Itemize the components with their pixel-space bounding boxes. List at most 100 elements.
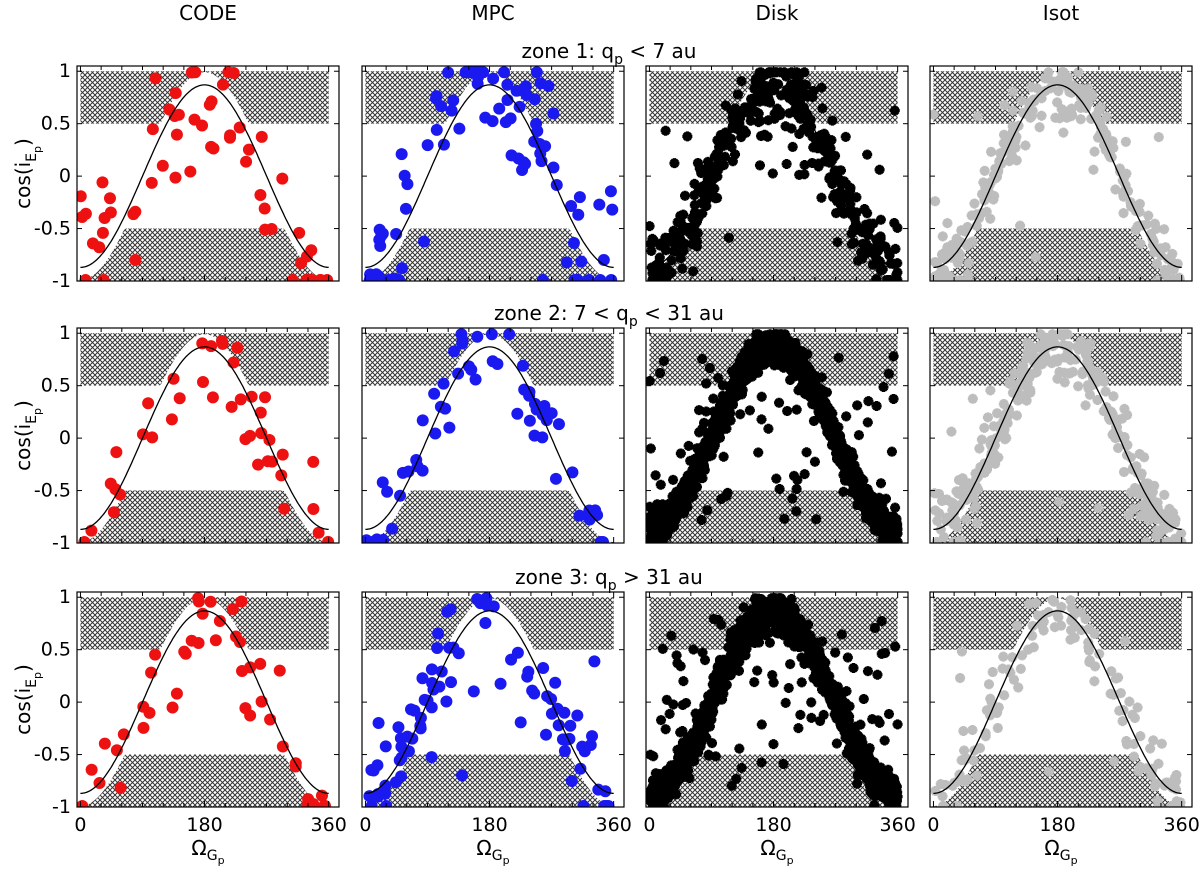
data-point bbox=[934, 508, 945, 519]
data-point bbox=[1151, 531, 1162, 542]
data-point bbox=[874, 774, 885, 785]
data-point bbox=[807, 131, 818, 142]
data-point bbox=[849, 237, 860, 248]
data-point bbox=[1083, 383, 1094, 394]
data-point bbox=[1120, 136, 1131, 147]
data-point bbox=[240, 155, 253, 168]
data-point bbox=[775, 110, 786, 121]
data-point bbox=[862, 666, 873, 677]
data-point bbox=[307, 798, 320, 807]
data-point bbox=[802, 91, 813, 102]
data-point bbox=[660, 503, 671, 514]
panel-frame bbox=[929, 327, 1193, 544]
data-point bbox=[731, 367, 742, 378]
data-point bbox=[1098, 406, 1109, 417]
data-point bbox=[961, 514, 971, 525]
data-point bbox=[1006, 150, 1017, 161]
data-point bbox=[453, 122, 466, 135]
scatter-points bbox=[362, 328, 609, 543]
data-point bbox=[756, 86, 767, 97]
data-point bbox=[399, 202, 412, 215]
data-point bbox=[166, 701, 179, 714]
data-point bbox=[1088, 164, 1099, 175]
data-point bbox=[1046, 338, 1057, 349]
data-point bbox=[698, 712, 709, 723]
data-point bbox=[721, 423, 732, 434]
data-point bbox=[725, 389, 736, 400]
data-point bbox=[703, 175, 714, 186]
panel-frame bbox=[361, 591, 625, 808]
data-point bbox=[1094, 117, 1105, 128]
zone-title: zone 2: 7 < qp < 31 au bbox=[494, 301, 724, 330]
data-point bbox=[146, 431, 159, 444]
data-point bbox=[744, 405, 755, 416]
data-point bbox=[646, 536, 657, 543]
data-point bbox=[691, 241, 702, 252]
data-point bbox=[697, 465, 708, 476]
data-point bbox=[976, 434, 987, 445]
data-point bbox=[769, 113, 780, 124]
data-point bbox=[1054, 367, 1065, 378]
data-point bbox=[1067, 366, 1078, 377]
data-point bbox=[1101, 111, 1112, 122]
data-point bbox=[995, 148, 1006, 159]
data-point bbox=[692, 712, 703, 723]
data-point bbox=[974, 443, 985, 454]
data-point bbox=[498, 66, 511, 79]
data-point bbox=[1062, 329, 1073, 340]
data-point bbox=[276, 448, 289, 461]
x-tick-label: 180 bbox=[471, 814, 507, 836]
data-point bbox=[227, 66, 240, 79]
data-point bbox=[1056, 104, 1067, 115]
data-point bbox=[688, 644, 699, 655]
y-axis-label: cos(iEp) bbox=[11, 664, 44, 735]
data-point bbox=[859, 204, 870, 215]
data-point bbox=[364, 268, 377, 281]
data-point bbox=[838, 486, 849, 497]
data-point bbox=[798, 123, 809, 134]
data-point bbox=[795, 615, 806, 626]
y-tick-label: 0.5 bbox=[41, 113, 71, 135]
data-point bbox=[706, 161, 717, 172]
data-point bbox=[696, 198, 707, 209]
data-point bbox=[754, 160, 765, 171]
data-point bbox=[781, 158, 792, 169]
data-point bbox=[774, 483, 785, 494]
data-point bbox=[786, 67, 797, 78]
data-point bbox=[791, 628, 802, 639]
data-point bbox=[956, 237, 967, 248]
data-point bbox=[722, 406, 733, 417]
data-point bbox=[875, 258, 886, 269]
data-point bbox=[1131, 223, 1142, 234]
data-point bbox=[729, 624, 740, 635]
data-point bbox=[276, 172, 289, 185]
data-point bbox=[1015, 220, 1026, 231]
data-point bbox=[746, 107, 757, 118]
data-point bbox=[677, 237, 688, 248]
data-point bbox=[798, 102, 809, 113]
data-point bbox=[1099, 376, 1110, 387]
data-point bbox=[817, 103, 828, 114]
data-point bbox=[753, 609, 764, 620]
data-point bbox=[815, 716, 826, 727]
data-point bbox=[1077, 101, 1088, 112]
data-point bbox=[705, 181, 716, 192]
data-point bbox=[764, 335, 775, 346]
data-point bbox=[156, 159, 169, 172]
data-point bbox=[519, 80, 532, 93]
data-point bbox=[227, 356, 240, 369]
data-point bbox=[205, 140, 218, 153]
reference-curve bbox=[365, 346, 614, 531]
data-point bbox=[719, 400, 730, 411]
data-point bbox=[736, 351, 747, 362]
data-point bbox=[852, 224, 863, 235]
data-point bbox=[740, 650, 751, 661]
data-point bbox=[888, 351, 899, 362]
data-point bbox=[445, 676, 458, 689]
data-point bbox=[979, 165, 990, 176]
data-point bbox=[869, 525, 880, 536]
reference-curve bbox=[933, 84, 1182, 269]
data-point bbox=[850, 218, 861, 229]
data-point bbox=[432, 627, 445, 640]
data-point bbox=[726, 381, 737, 392]
